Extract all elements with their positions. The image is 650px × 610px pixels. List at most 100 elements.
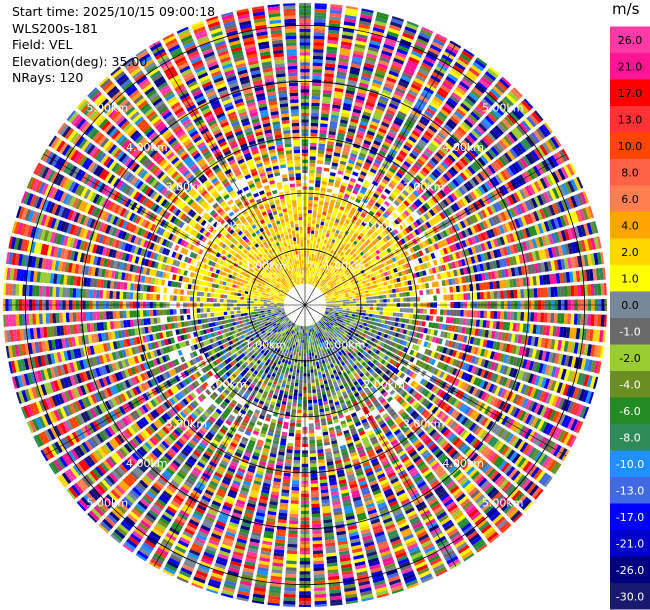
velocity-gate: [510, 289, 515, 299]
velocity-gate: [356, 263, 361, 268]
velocity-gate: [309, 359, 313, 363]
velocity-gate: [489, 239, 496, 249]
velocity-gate: [363, 276, 368, 280]
velocity-gate: [350, 279, 355, 283]
velocity-gate: [325, 63, 336, 68]
velocity-gate: [315, 224, 320, 228]
velocity-gate: [326, 258, 330, 263]
velocity-gate: [470, 130, 480, 140]
velocity-gate: [327, 294, 332, 297]
velocity-gate: [367, 201, 374, 207]
velocity-gate: [329, 175, 335, 180]
velocity-gate: [352, 108, 362, 114]
velocity-gate: [378, 319, 382, 323]
velocity-gate: [423, 150, 432, 158]
velocity-gate: [313, 25, 326, 30]
velocity-gate: [334, 204, 340, 209]
velocity-gate: [400, 238, 406, 245]
velocity-gate: [307, 216, 312, 221]
velocity-gate: [504, 116, 514, 127]
velocity-gate: [377, 226, 384, 233]
velocity-gate: [362, 297, 367, 301]
velocity-gate: [313, 240, 317, 245]
velocity-gate: [360, 318, 365, 323]
velocity-gate: [378, 59, 389, 67]
velocity-gate: [585, 206, 592, 220]
velocity-gate: [335, 142, 343, 148]
velocity-gate: [402, 313, 407, 318]
velocity-gate: [331, 246, 336, 251]
velocity-gate: [464, 72, 476, 83]
velocity-gate: [577, 313, 582, 325]
velocity-gate: [353, 287, 358, 291]
velocity-gate: [405, 234, 412, 241]
velocity-gate: [307, 329, 309, 333]
velocity-gate: [472, 145, 481, 155]
velocity-gate: [418, 206, 426, 214]
velocity-gate: [490, 162, 499, 173]
velocity-gate: [423, 213, 430, 220]
velocity-gate: [444, 208, 452, 216]
velocity-gate: [422, 270, 427, 276]
velocity-gate: [474, 245, 480, 254]
velocity-gate: [426, 261, 432, 268]
velocity-gate: [308, 332, 311, 336]
velocity-gate: [351, 227, 357, 232]
velocity-gate: [366, 274, 371, 279]
velocity-gate: [373, 111, 383, 118]
velocity-gate: [485, 150, 494, 161]
velocity-gate: [597, 283, 602, 296]
velocity-gate: [308, 399, 313, 404]
velocity-gate: [349, 308, 353, 311]
velocity-gate: [365, 56, 377, 63]
velocity-gate: [376, 295, 380, 299]
velocity-gate: [359, 246, 364, 251]
velocity-gate: [410, 166, 419, 174]
velocity-gate: [460, 230, 467, 239]
velocity-gate: [406, 256, 412, 262]
velocity-gate: [320, 190, 326, 195]
velocity-gate: [410, 192, 418, 200]
velocity-gate: [452, 317, 457, 324]
velocity-gate: [447, 168, 456, 177]
velocity-gate: [309, 253, 312, 258]
velocity-gate: [489, 204, 497, 214]
velocity-gate: [500, 170, 509, 181]
velocity-gate: [326, 147, 333, 152]
velocity-gate: [312, 530, 322, 535]
velocity-gate: [310, 473, 318, 478]
velocity-gate: [344, 238, 349, 243]
velocity-gate: [590, 284, 595, 296]
velocity-gate: [362, 272, 367, 277]
velocity-gate: [343, 102, 352, 108]
velocity-gate: [437, 149, 446, 158]
velocity-gate: [508, 91, 519, 102]
velocity-gate: [336, 307, 340, 310]
velocity-gate: [418, 31, 431, 40]
velocity-gate: [350, 288, 355, 292]
velocity-gate: [455, 251, 461, 259]
velocity-gate: [306, 246, 310, 251]
velocity-gate: [403, 69, 414, 77]
velocity-gate: [348, 180, 355, 186]
velocity-gate: [311, 503, 320, 508]
velocity-gate: [310, 142, 317, 147]
velocity-gate: [308, 277, 310, 281]
velocity-gate: [396, 184, 404, 192]
velocity-gate: [497, 172, 506, 183]
velocity-gate: [311, 493, 319, 498]
velocity-gate: [305, 326, 307, 330]
velocity-gate: [457, 83, 468, 93]
velocity-gate: [401, 287, 406, 292]
velocity-gate: [341, 293, 346, 296]
velocity-gate: [342, 295, 346, 298]
velocity-gate: [402, 229, 408, 236]
velocity-gate: [340, 116, 349, 121]
velocity-gate: [312, 69, 323, 73]
velocity-gate: [560, 313, 565, 324]
velocity-gate: [318, 231, 322, 236]
velocity-gate: [342, 278, 346, 282]
velocity-gate: [541, 235, 548, 247]
velocity-gate: [349, 195, 356, 201]
velocity-gate: [426, 107, 436, 116]
